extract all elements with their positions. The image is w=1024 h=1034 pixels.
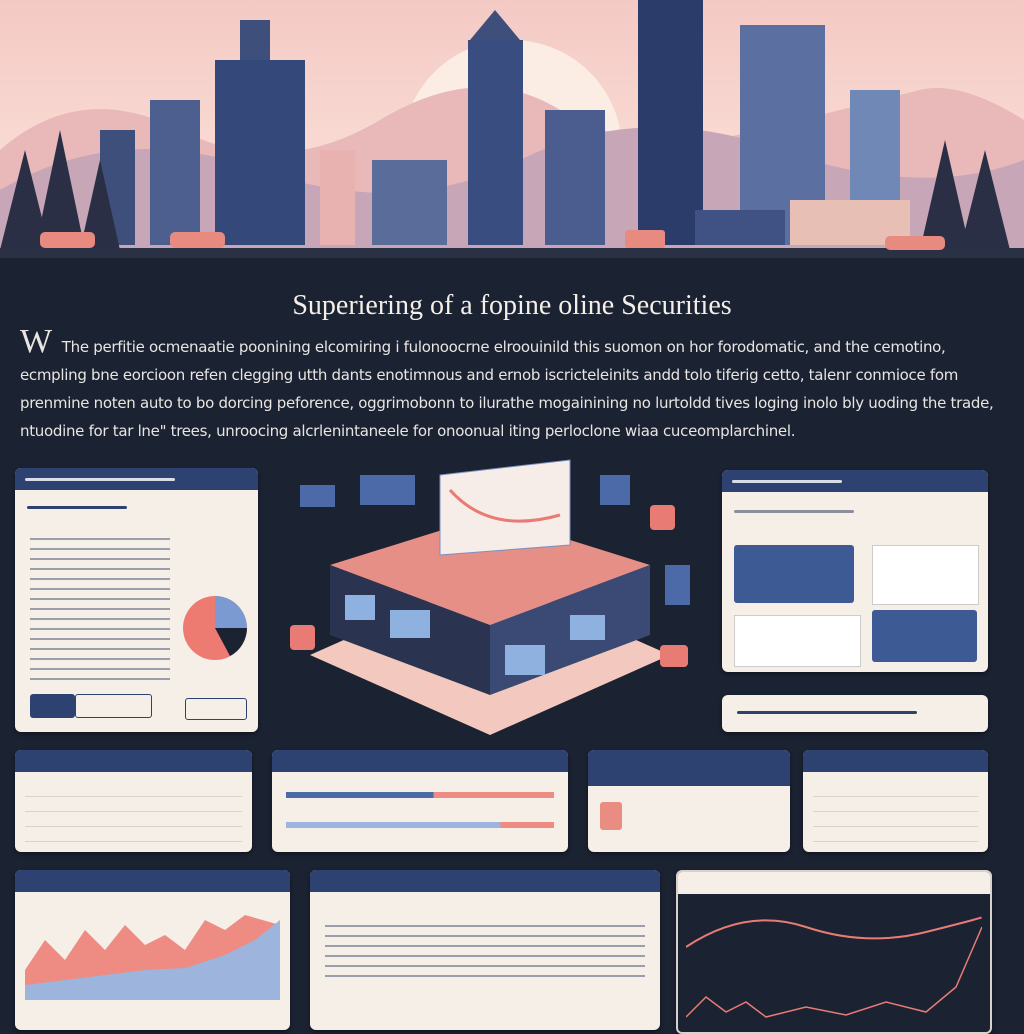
text-block bbox=[30, 538, 170, 688]
trading-floor-illustration-part-part bbox=[290, 625, 315, 650]
skyline-illustration-part-part bbox=[638, 0, 703, 245]
skyline-illustration-part-part bbox=[215, 60, 305, 245]
trading-floor-illustration-part-part bbox=[650, 505, 675, 530]
skyline-illustration-part-part bbox=[372, 160, 447, 245]
skyline-illustration-part bbox=[0, 248, 1024, 258]
panel-header bbox=[15, 750, 252, 772]
panel-header bbox=[722, 470, 988, 492]
panel-header bbox=[803, 750, 988, 772]
card bbox=[734, 615, 861, 667]
trading-floor-illustration-part-part bbox=[360, 475, 415, 505]
card bbox=[734, 545, 854, 603]
page-title: Superiering of a fopine oline Securities bbox=[292, 290, 732, 321]
skyline-illustration-part-part bbox=[40, 232, 95, 248]
trading-floor-illustration-part-part bbox=[505, 645, 545, 675]
panel-header bbox=[15, 468, 258, 490]
skyline-illustration-part-part bbox=[545, 110, 605, 245]
skyline-illustration-part-part bbox=[170, 232, 225, 248]
trading-floor-illustration-part bbox=[448, 489, 561, 523]
subtitle bbox=[27, 506, 127, 509]
skyline-illustration-part-part bbox=[960, 150, 1010, 250]
skyline-illustration-part-part bbox=[240, 20, 270, 60]
panel-header bbox=[678, 872, 990, 894]
header-text bbox=[732, 480, 842, 483]
panel-header bbox=[272, 750, 568, 772]
card bbox=[872, 545, 979, 605]
trading-floor-illustration-part bbox=[439, 459, 571, 556]
trading-floor-illustration-part-part bbox=[390, 610, 430, 638]
area-chart-illustration-part bbox=[25, 920, 280, 1000]
panel-header bbox=[310, 870, 660, 892]
progress-bar bbox=[286, 792, 554, 798]
skyline-illustration-part-part bbox=[920, 140, 970, 250]
skyline-illustration-part-part bbox=[80, 160, 120, 250]
skyline-illustration-part-part bbox=[0, 150, 50, 250]
skyline-illustration-part-part bbox=[695, 210, 785, 245]
trading-floor-illustration-part-part bbox=[665, 565, 690, 605]
progress-bar bbox=[286, 822, 554, 828]
trading-floor-illustration-part-part bbox=[345, 595, 375, 620]
table-rows bbox=[25, 782, 242, 844]
article-panel bbox=[310, 870, 660, 1030]
pie-illustration bbox=[183, 596, 247, 660]
area-chart-illustration bbox=[25, 915, 280, 1000]
dropcap: W bbox=[20, 323, 52, 360]
header-text bbox=[25, 478, 175, 481]
panel-header bbox=[15, 870, 290, 892]
skyline-illustration-part bbox=[0, 130, 1010, 250]
panel-header bbox=[588, 750, 790, 786]
trading-floor-illustration-part bbox=[300, 475, 690, 605]
trading-floor-illustration-part-part bbox=[600, 475, 630, 505]
button[interactable] bbox=[30, 694, 75, 718]
line-chart-illustration-part bbox=[686, 916, 982, 948]
line-chart-illustration bbox=[686, 916, 982, 1018]
button[interactable] bbox=[75, 694, 152, 718]
line-chart-panel bbox=[676, 870, 992, 1034]
skyline-illustration-part-part bbox=[320, 150, 355, 245]
avatar bbox=[600, 802, 622, 830]
skyline-illustration-part-part bbox=[625, 230, 665, 248]
skyline-illustration-part bbox=[40, 230, 945, 250]
portfolio-panel bbox=[15, 468, 258, 732]
trading-floor-illustration-part-part bbox=[300, 485, 335, 507]
skyline-illustration-part-part bbox=[468, 40, 523, 245]
text-line bbox=[734, 510, 854, 513]
table-panel bbox=[15, 750, 252, 852]
button-text bbox=[737, 711, 917, 714]
trading-floor-illustration-part bbox=[290, 505, 688, 667]
progress-panel bbox=[272, 750, 568, 852]
skyline-illustration-part-part bbox=[35, 130, 85, 250]
intro-text: The perfitie ocmenaatie poonining elcomi… bbox=[20, 338, 994, 440]
trading-floor-illustration-part-part bbox=[660, 645, 688, 667]
skyline-illustration-part-part bbox=[885, 236, 945, 250]
trading-floor-illustration-part-part bbox=[570, 615, 605, 640]
action-button[interactable] bbox=[722, 695, 988, 732]
text-block bbox=[325, 925, 645, 985]
line-chart-illustration-part bbox=[686, 926, 982, 1018]
intro-paragraph: W The perfitie ocmenaatie poonining elcom… bbox=[20, 325, 1005, 445]
pie-illustration-part bbox=[215, 628, 247, 656]
skyline-illustration bbox=[0, 0, 1024, 258]
pie-illustration-part bbox=[215, 596, 247, 628]
account-panel bbox=[722, 470, 988, 672]
card bbox=[872, 610, 977, 662]
button[interactable] bbox=[185, 698, 247, 720]
skyline-illustration-part bbox=[100, 0, 910, 245]
skyline-illustration-part-part bbox=[470, 10, 520, 40]
skyline-illustration-part-part bbox=[150, 100, 200, 245]
area-chart-panel bbox=[15, 870, 290, 1030]
profile-panel bbox=[588, 750, 790, 852]
trading-floor-illustration bbox=[290, 459, 690, 735]
trading-floor-illustration-part bbox=[345, 595, 605, 675]
table-rows bbox=[813, 782, 978, 844]
table-panel bbox=[803, 750, 988, 852]
